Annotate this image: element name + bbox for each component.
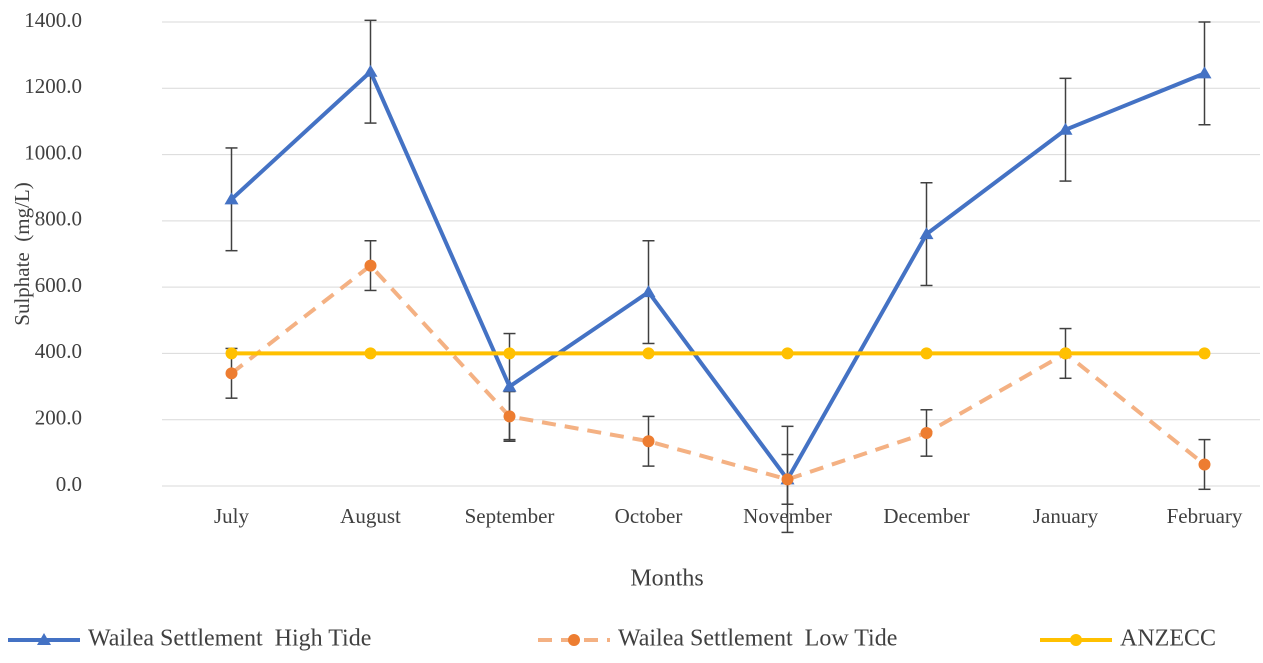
data-point — [502, 379, 517, 392]
y-tick-label: 1000.0 — [24, 140, 82, 164]
x-axis-title: Months — [630, 566, 703, 592]
legend-label: ANZECC — [1120, 626, 1216, 652]
y-tick-label: 200.0 — [35, 406, 82, 430]
data-point — [503, 347, 516, 360]
data-point — [781, 347, 794, 360]
x-tick-label: August — [340, 504, 401, 528]
y-axis-title: Sulphate (mg/L) — [10, 182, 34, 325]
legend-label: Wailea Settlement Low Tide — [618, 626, 897, 652]
y-tick-label: 1400.0 — [24, 8, 82, 32]
data-point — [642, 435, 655, 448]
data-point — [364, 347, 377, 360]
data-point — [920, 426, 933, 439]
data-point — [1058, 122, 1073, 135]
legend-marker — [1070, 634, 1082, 646]
data-point — [1059, 347, 1072, 360]
x-tick-label: July — [214, 504, 250, 528]
y-tick-label: 0.0 — [56, 472, 82, 496]
data-point — [363, 64, 378, 77]
data-point — [225, 347, 238, 360]
legend-marker — [568, 634, 580, 646]
series-line — [230, 68, 1206, 484]
data-point — [641, 285, 656, 298]
legend-marker — [37, 633, 51, 645]
y-tick-label: 1200.0 — [24, 74, 82, 98]
x-tick-label: February — [1167, 504, 1243, 528]
x-tick-label: October — [615, 504, 683, 528]
data-point — [1197, 66, 1212, 79]
data-point — [920, 347, 933, 360]
y-tick-label: 600.0 — [35, 273, 82, 297]
data-point — [364, 259, 377, 272]
data-point — [781, 473, 794, 486]
x-tick-label: December — [883, 504, 969, 528]
y-tick-label: 400.0 — [35, 339, 82, 363]
series-line — [230, 262, 1206, 482]
data-point — [642, 347, 655, 360]
data-point — [503, 410, 516, 423]
data-point — [1198, 458, 1211, 471]
data-point — [919, 227, 934, 240]
y-tick-label: 800.0 — [35, 207, 82, 231]
x-tick-label: September — [465, 504, 555, 528]
data-point — [224, 192, 239, 205]
legend-label: Wailea Settlement High Tide — [88, 626, 371, 652]
data-point — [1198, 347, 1211, 360]
x-tick-label: January — [1033, 504, 1099, 528]
data-point — [225, 367, 238, 380]
